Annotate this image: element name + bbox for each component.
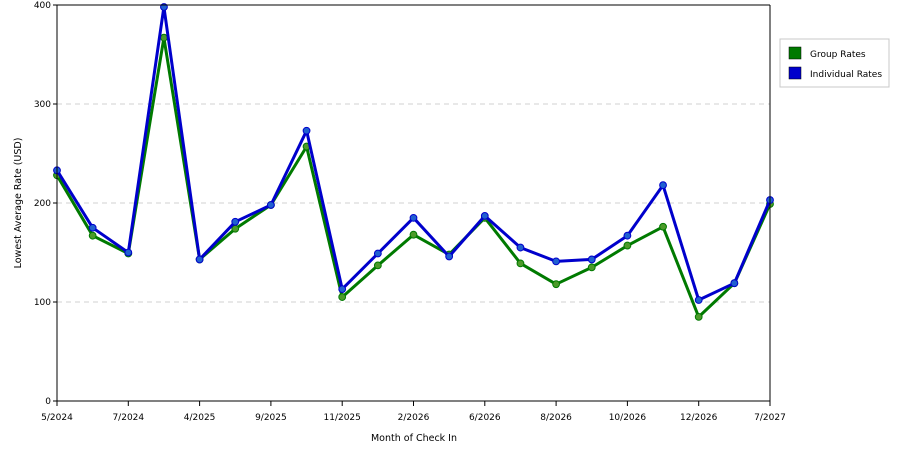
legend: Group Rates Individual Rates [779,38,890,88]
legend-label-group-rates: Group Rates [810,50,866,60]
data-point-group-rates [694,312,703,321]
data-point-group-rates [373,261,382,270]
x-tick-label: 11/2025 [324,413,361,423]
data-point-individual-rates [623,231,632,240]
data-point-individual-rates [694,296,703,304]
x-tick-label: 9/2025 [255,413,287,423]
series-layer [53,3,774,321]
data-point-individual-rates [195,255,204,264]
x-tick-label: 8/2026 [540,413,572,423]
legend-swatch-group-rates [788,46,802,60]
data-point-group-rates [587,263,596,272]
x-tick-label: 6/2026 [469,413,501,423]
data-point-group-rates [516,259,525,268]
x-tick-label: 2/2026 [398,413,430,423]
x-tick-label: 12/2026 [680,413,718,423]
data-point-individual-rates [409,213,418,222]
y-tick-label: 0 [45,397,51,407]
data-point-individual-rates [480,211,489,220]
data-point-individual-rates [124,248,133,257]
data-point-group-rates [160,33,168,42]
data-point-individual-rates [516,243,525,252]
data-point-group-rates [88,231,97,240]
legend-label-individual-rates: Individual Rates [810,70,882,80]
y-ticks: 0 100 200 300 400 [34,1,57,407]
x-tick-label: 7/2024 [112,413,144,423]
x-tick-label: 7/2027 [754,413,786,423]
data-point-individual-rates [302,126,311,135]
data-point-group-rates [338,293,347,301]
data-point-individual-rates [659,181,667,190]
data-point-group-rates [552,280,560,289]
data-point-group-rates [623,241,632,250]
y-tick-label: 300 [34,100,51,110]
data-point-individual-rates [730,279,739,288]
x-tick-label: 5/2024 [41,413,73,423]
y-tick-label: 400 [34,1,51,11]
data-point-individual-rates [267,201,275,209]
y-tick-label: 100 [34,298,51,308]
x-axis-title: Month of Check In [371,433,457,444]
data-point-group-rates [659,222,667,231]
data-point-individual-rates [338,285,347,294]
data-point-individual-rates [373,249,382,258]
data-point-individual-rates [88,223,97,232]
legend-swatch-individual-rates [788,66,802,80]
data-point-individual-rates [231,217,240,226]
y-axis-title: Lowest Average Rate (USD) [13,138,24,269]
x-tick-label: 10/2026 [609,413,647,423]
data-point-individual-rates [587,255,596,264]
x-ticks: 5/2024 7/2024 4/2025 9/2025 11/2025 2/2026 6/2… [41,401,786,423]
data-point-individual-rates [445,252,454,261]
data-point-individual-rates [552,257,560,266]
data-point-group-rates [409,230,418,239]
x-tick-label: 4/2025 [184,413,216,423]
y-tick-label: 200 [34,199,51,209]
